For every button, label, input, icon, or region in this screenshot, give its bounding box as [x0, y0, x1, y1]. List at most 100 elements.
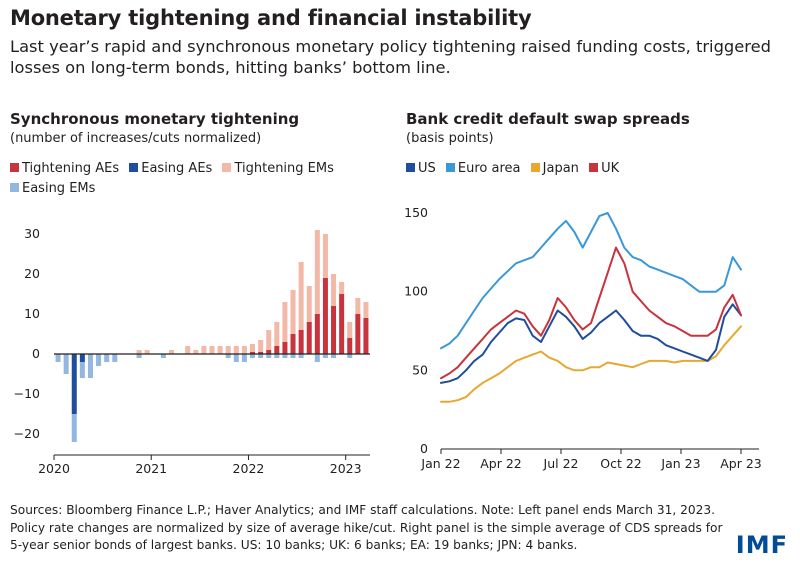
bar-tightening-ems: [355, 298, 361, 314]
legend-label: Euro area: [457, 161, 521, 176]
bar-easing-ems: [79, 362, 85, 378]
bar-tightening-ems: [347, 322, 353, 338]
legend-swatch: [129, 163, 139, 172]
y-tick-label: 100: [404, 284, 428, 299]
bar-easing-aes: [71, 354, 77, 414]
x-tick-label: Apr 23: [720, 456, 762, 471]
legend-label: UK: [601, 161, 620, 176]
legend-label: Easing AEs: [141, 161, 213, 176]
bar-tightening-ems: [258, 340, 264, 352]
y-tick-label: 20: [24, 266, 40, 281]
left-panel-subtitle: (number of increases/cuts normalized): [10, 131, 262, 146]
bar-tightening-ems: [306, 286, 312, 322]
x-tick-label: Jan 23: [660, 456, 700, 471]
line-us: [440, 303, 742, 384]
bar-tightening-aes: [314, 314, 320, 354]
x-tick-label: 2021: [135, 461, 167, 476]
y-tick-label: 30: [24, 226, 40, 241]
bar-tightening-aes: [266, 350, 272, 354]
legend-label: US: [418, 161, 436, 176]
x-tick-label: Jan 22: [420, 456, 460, 471]
y-tick-label: 10: [24, 306, 40, 321]
bar-tightening-aes: [355, 314, 361, 354]
legend-swatch: [10, 183, 19, 192]
x-tick-label: Jul 22: [543, 456, 579, 471]
bar-tightening-ems: [290, 290, 296, 334]
chart-subtitle: Last year’s rapid and synchronous moneta…: [10, 37, 771, 77]
x-tick-label: Oct 22: [600, 456, 642, 471]
bar-tightening-ems: [339, 282, 345, 294]
legend-label: Tightening EMs: [234, 161, 334, 176]
source-note: Sources: Bloomberg Finance L.P.; Haver A…: [10, 503, 723, 552]
bar-easing-ems: [225, 354, 231, 358]
bar-easing-ems: [96, 354, 102, 366]
bar-tightening-ems: [144, 350, 150, 354]
legend-label: Easing EMs: [22, 181, 96, 196]
legend-swatch: [530, 163, 540, 172]
bar-easing-ems: [160, 354, 166, 358]
right-legend: US Euro area Japan UK: [406, 159, 786, 179]
right-panel-subtitle: (basis points): [406, 131, 494, 146]
legend-swatch: [222, 163, 232, 172]
bar-tightening-ems: [233, 346, 239, 354]
bar-easing-ems: [322, 354, 328, 358]
legend-item-tightening-aes: Tightening AEs: [10, 161, 119, 176]
bar-tightening-aes: [347, 338, 353, 354]
bar-easing-ems: [87, 354, 93, 378]
bar-tightening-aes: [282, 342, 288, 354]
bar-easing-ems: [331, 354, 337, 358]
bar-tightening-ems: [168, 350, 174, 354]
bar-easing-ems: [314, 354, 320, 362]
legend-item-tightening-ems: Tightening EMs: [222, 161, 334, 176]
y-tick-label: 0: [32, 346, 40, 361]
y-tick-label: 50: [412, 362, 428, 377]
bar-tightening-aes: [363, 318, 369, 354]
bar-tightening-ems: [209, 346, 215, 354]
legend-item-japan: Japan: [530, 161, 579, 176]
legend-swatch: [445, 163, 455, 172]
bar-tightening-aes: [298, 330, 304, 354]
bar-easing-ems: [104, 354, 110, 362]
bar-easing-ems: [71, 414, 77, 442]
bar-tightening-ems: [217, 346, 223, 354]
bar-tightening-ems: [298, 262, 304, 330]
legend-swatch: [10, 163, 19, 172]
bar-tightening-ems: [363, 302, 369, 318]
line-euro-area: [440, 212, 742, 350]
bar-tightening-aes: [290, 334, 296, 354]
x-tick-label: 2020: [38, 461, 70, 476]
legend-item-uk: UK: [589, 161, 619, 176]
bar-tightening-aes: [258, 352, 264, 354]
bar-tightening-ems: [201, 346, 207, 354]
bar-easing-ems: [136, 354, 142, 358]
bar-tightening-ems: [185, 346, 191, 354]
bar-easing-aes: [79, 354, 85, 362]
legend-label: Tightening AEs: [22, 161, 120, 176]
y-tick-label: 0: [420, 441, 428, 456]
bar-tightening-ems: [266, 330, 272, 350]
y-tick-label: −10: [14, 386, 40, 401]
bar-easing-ems: [298, 354, 304, 358]
legend-swatch: [406, 163, 415, 172]
legend-item-easing-aes: Easing AEs: [129, 161, 212, 176]
bar-tightening-aes: [331, 306, 337, 354]
bar-tightening-ems: [314, 230, 320, 314]
y-tick-label: −20: [14, 426, 40, 441]
bar-easing-ems: [112, 354, 118, 362]
bar-tightening-ems: [322, 234, 328, 278]
bar-easing-ems: [258, 354, 264, 358]
bar-easing-ems: [241, 354, 247, 362]
bar-tightening-ems: [136, 350, 142, 354]
x-tick-label: 2022: [233, 461, 265, 476]
bar-tightening-aes: [250, 352, 256, 354]
bar-easing-ems: [55, 354, 61, 362]
left-legend: Tightening AEs Easing AEs Tightening EMs…: [10, 159, 360, 199]
bar-easing-ems: [290, 354, 296, 358]
left-bar-chart: 30 20 10 0 −10 −20 2020 2021 2022 2023: [14, 226, 370, 476]
bar-tightening-ems: [282, 302, 288, 342]
bar-tightening-ems: [241, 346, 247, 354]
bar-tightening-aes: [306, 322, 312, 354]
line-uk: [440, 246, 742, 380]
bar-tightening-aes: [322, 278, 328, 354]
